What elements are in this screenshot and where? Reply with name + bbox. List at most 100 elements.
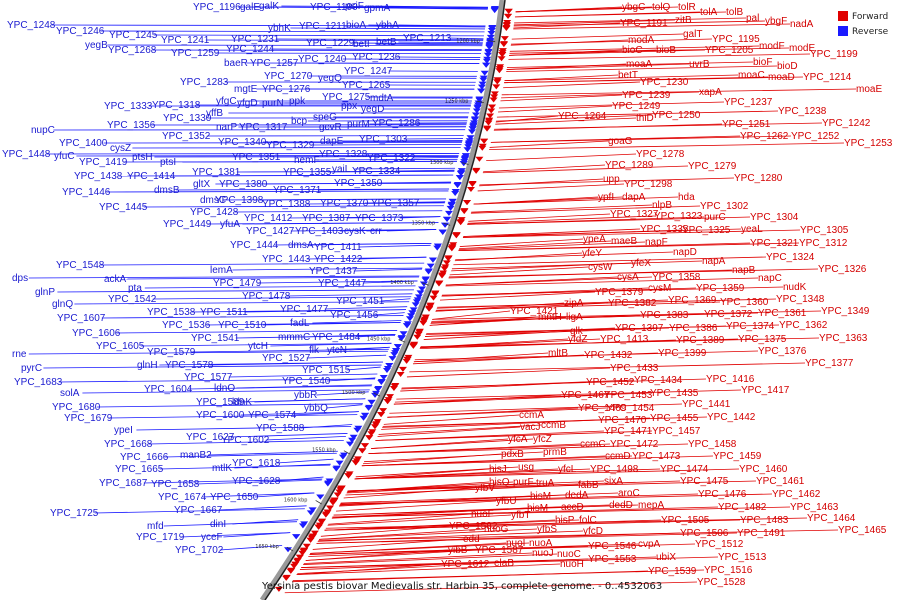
forward-gene-label[interactable]: YPC_1279 xyxy=(688,161,737,172)
reverse-gene-label[interactable]: pta xyxy=(128,283,142,294)
reverse-gene-label[interactable]: YPC_1351 xyxy=(232,152,281,163)
reverse-gene-label[interactable]: cysZ xyxy=(110,143,131,154)
forward-gene-label[interactable]: YPC_1362 xyxy=(779,320,828,331)
forward-gene-label[interactable]: YPC_1546 xyxy=(588,541,637,552)
gene-feature-block[interactable] xyxy=(464,142,473,148)
reverse-gene-label[interactable]: YPC_1322 xyxy=(367,153,416,164)
gene-feature-block[interactable] xyxy=(429,295,438,301)
reverse-gene-label[interactable]: YPC_1213 xyxy=(403,33,452,44)
gene-feature-block[interactable] xyxy=(345,441,354,447)
gene-feature-block[interactable] xyxy=(373,419,382,425)
reverse-gene-label[interactable]: ybhK xyxy=(268,23,291,34)
reverse-gene-label[interactable]: ldnO xyxy=(214,383,235,394)
gene-feature-block[interactable] xyxy=(317,519,326,525)
reverse-gene-label[interactable]: YPC_1270 xyxy=(264,71,313,82)
forward-gene-label[interactable]: YPC_1453 xyxy=(604,390,653,401)
reverse-gene-label[interactable]: dmsB xyxy=(154,185,180,196)
forward-gene-label[interactable]: ypfI xyxy=(598,192,614,203)
forward-gene-label[interactable]: YPC_1302 xyxy=(700,201,749,212)
gene-feature-block[interactable] xyxy=(330,498,339,504)
gene-feature-block[interactable] xyxy=(433,245,442,251)
forward-gene-label[interactable]: nuoH xyxy=(560,559,584,570)
gene-feature-block[interactable] xyxy=(419,281,428,287)
forward-gene-label[interactable]: folC xyxy=(579,515,597,526)
forward-gene-label[interactable]: ubiX xyxy=(656,552,676,563)
reverse-gene-label[interactable]: lemA xyxy=(210,265,233,276)
reverse-gene-label[interactable]: YPC_1248 xyxy=(7,20,56,31)
gene-feature-block[interactable] xyxy=(411,302,420,308)
reverse-gene-label[interactable]: glnH xyxy=(137,360,158,371)
forward-gene-label[interactable]: moaE xyxy=(856,84,882,95)
forward-gene-label[interactable]: napC xyxy=(758,273,782,284)
gene-feature-block[interactable] xyxy=(300,521,309,527)
forward-gene-label[interactable]: ccmB xyxy=(541,420,566,431)
forward-gene-label[interactable]: YPC_1361 xyxy=(758,308,807,319)
gene-feature-block[interactable] xyxy=(431,290,440,296)
gene-feature-block[interactable] xyxy=(383,399,392,405)
reverse-gene-label[interactable]: mgtE xyxy=(234,84,258,95)
forward-gene-label[interactable]: YPC_1376 xyxy=(758,346,807,357)
forward-gene-label[interactable]: YPC_1251 xyxy=(722,119,771,130)
forward-gene-label[interactable]: uvrB xyxy=(689,59,710,70)
forward-gene-label[interactable]: YPC_1476 xyxy=(698,489,747,500)
forward-gene-label[interactable]: aroC xyxy=(618,488,640,499)
reverse-gene-label[interactable]: YPC_1628 xyxy=(232,476,281,487)
gene-feature-block[interactable] xyxy=(389,386,398,392)
gene-feature-block[interactable] xyxy=(485,44,494,50)
reverse-gene-label[interactable]: YPC_1477 xyxy=(280,304,329,315)
reverse-gene-label[interactable]: YPC_1446 xyxy=(62,187,111,198)
reverse-gene-label[interactable]: YPC_1687 xyxy=(99,478,148,489)
reverse-gene-label[interactable]: gpmA xyxy=(364,3,390,14)
forward-gene-label[interactable]: yfbS xyxy=(537,524,557,535)
reverse-gene-label[interactable]: mfd xyxy=(147,521,164,532)
forward-gene-label[interactable]: YPC_1252 xyxy=(791,131,840,142)
gene-feature-block[interactable] xyxy=(468,181,477,187)
reverse-gene-label[interactable]: YPC_1419 xyxy=(79,157,128,168)
forward-gene-label[interactable]: YPC_1335 xyxy=(640,224,689,235)
forward-gene-label[interactable]: moaD xyxy=(768,72,795,83)
gene-feature-block[interactable] xyxy=(408,310,417,316)
gene-feature-block[interactable] xyxy=(444,255,453,261)
reverse-gene-label[interactable]: mdtA xyxy=(370,93,394,104)
gene-feature-block[interactable] xyxy=(438,272,447,278)
gene-feature-block[interactable] xyxy=(486,34,495,40)
gene-feature-block[interactable] xyxy=(428,257,437,263)
reverse-gene-label[interactable]: YPC_1527 xyxy=(262,353,311,364)
reverse-gene-label[interactable]: hemF xyxy=(294,155,320,166)
forward-gene-label[interactable]: YPC_1321 xyxy=(750,238,799,249)
forward-gene-label[interactable]: YPC_1467 xyxy=(561,390,610,401)
gene-feature-block[interactable] xyxy=(486,113,495,119)
forward-gene-label[interactable]: yfeX xyxy=(631,258,651,269)
forward-gene-label[interactable]: YPC_1264 xyxy=(558,111,607,122)
forward-gene-label[interactable]: hisQ xyxy=(489,477,510,488)
forward-gene-label[interactable]: hisM xyxy=(530,491,551,502)
gene-feature-block[interactable] xyxy=(479,77,488,83)
reverse-gene-label[interactable]: YPC_1448 xyxy=(2,149,51,160)
forward-gene-label[interactable]: YPC_1359 xyxy=(696,283,745,294)
reverse-gene-label[interactable]: dinI xyxy=(210,519,226,530)
forward-gene-label[interactable]: YPC_1199 xyxy=(810,49,858,60)
forward-gene-label[interactable]: mepA xyxy=(638,500,664,511)
gene-feature-block[interactable] xyxy=(480,138,489,144)
gene-feature-block[interactable] xyxy=(463,200,472,206)
reverse-gene-label[interactable]: YPC_1275 xyxy=(322,92,371,103)
forward-gene-label[interactable]: YPC_1253 xyxy=(844,138,893,149)
forward-gene-label[interactable]: YPC_1250 xyxy=(652,110,701,121)
forward-gene-label[interactable]: YPC_1491 xyxy=(737,528,786,539)
reverse-gene-label[interactable]: purM xyxy=(347,119,370,130)
reverse-gene-label[interactable]: yfgC xyxy=(216,96,237,107)
forward-gene-label[interactable]: YPC_1382 xyxy=(608,298,657,309)
reverse-gene-label[interactable]: dmsC xyxy=(200,195,226,206)
reverse-gene-label[interactable]: YPC_1356 xyxy=(107,120,156,131)
forward-gene-label[interactable]: hisP xyxy=(555,515,575,526)
forward-gene-label[interactable]: YPC_1434 xyxy=(634,375,683,386)
gene-feature-block[interactable] xyxy=(335,460,344,466)
gene-feature-block[interactable] xyxy=(284,547,293,553)
forward-gene-label[interactable]: YPC_1383 xyxy=(640,310,689,321)
gene-feature-block[interactable] xyxy=(420,317,429,323)
gene-feature-block[interactable] xyxy=(495,68,504,74)
reverse-gene-label[interactable]: YPC_1604 xyxy=(144,384,193,395)
reverse-gene-label[interactable]: YPC_1719 xyxy=(136,532,185,543)
gene-feature-block[interactable] xyxy=(434,281,443,287)
gene-feature-block[interactable] xyxy=(306,510,315,516)
